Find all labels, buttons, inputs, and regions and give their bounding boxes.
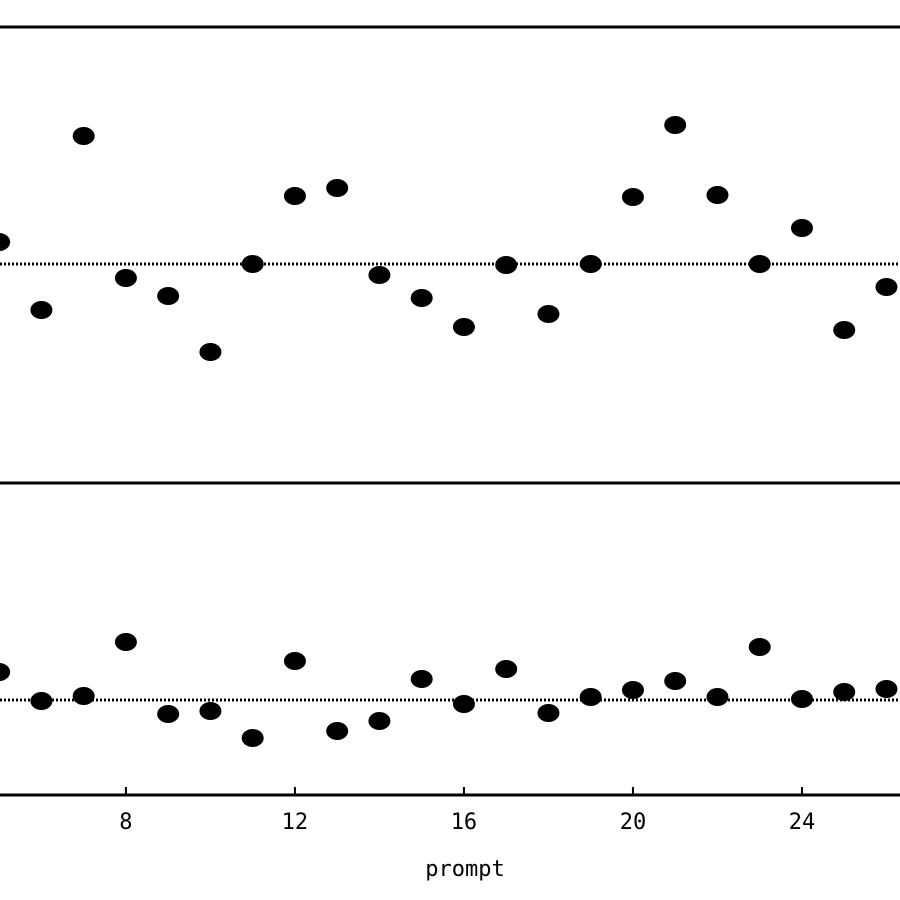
point: [495, 660, 518, 678]
point: [157, 287, 180, 305]
point: [326, 722, 349, 740]
point: [833, 683, 856, 701]
x-axis-label: prompt: [425, 857, 504, 882]
point: [114, 269, 137, 287]
point: [410, 289, 433, 307]
point: [706, 186, 729, 204]
point: [579, 688, 602, 706]
point: [664, 116, 687, 134]
point: [72, 687, 95, 705]
point: [537, 305, 560, 323]
point: [326, 179, 349, 197]
point: [30, 301, 53, 319]
point: [283, 187, 306, 205]
point: [706, 688, 729, 706]
point: [537, 704, 560, 722]
point: [790, 219, 813, 237]
point: [0, 233, 11, 251]
point: [410, 670, 433, 688]
point: [621, 188, 644, 206]
point: [241, 255, 264, 273]
x-tick-label: 24: [789, 810, 816, 835]
point: [664, 672, 687, 690]
point: [114, 633, 137, 651]
x-tick-label: 20: [620, 810, 647, 835]
point: [241, 729, 264, 747]
point: [452, 695, 475, 713]
point: [748, 638, 771, 656]
point: [875, 680, 898, 698]
x-tick-label: 16: [451, 810, 478, 835]
point: [157, 705, 180, 723]
point: [621, 681, 644, 699]
point: [199, 343, 222, 361]
x-tick-label: 12: [282, 810, 309, 835]
point: [790, 690, 813, 708]
point: [0, 663, 11, 681]
point: [368, 266, 391, 284]
point: [452, 318, 475, 336]
point: [199, 702, 222, 720]
point: [72, 127, 95, 145]
point: [30, 692, 53, 710]
point: [875, 278, 898, 296]
point: [748, 255, 771, 273]
point: [495, 256, 518, 274]
x-tick-label: 8: [119, 810, 132, 835]
point: [368, 712, 391, 730]
point: [833, 321, 856, 339]
point: [579, 255, 602, 273]
point: [283, 652, 306, 670]
